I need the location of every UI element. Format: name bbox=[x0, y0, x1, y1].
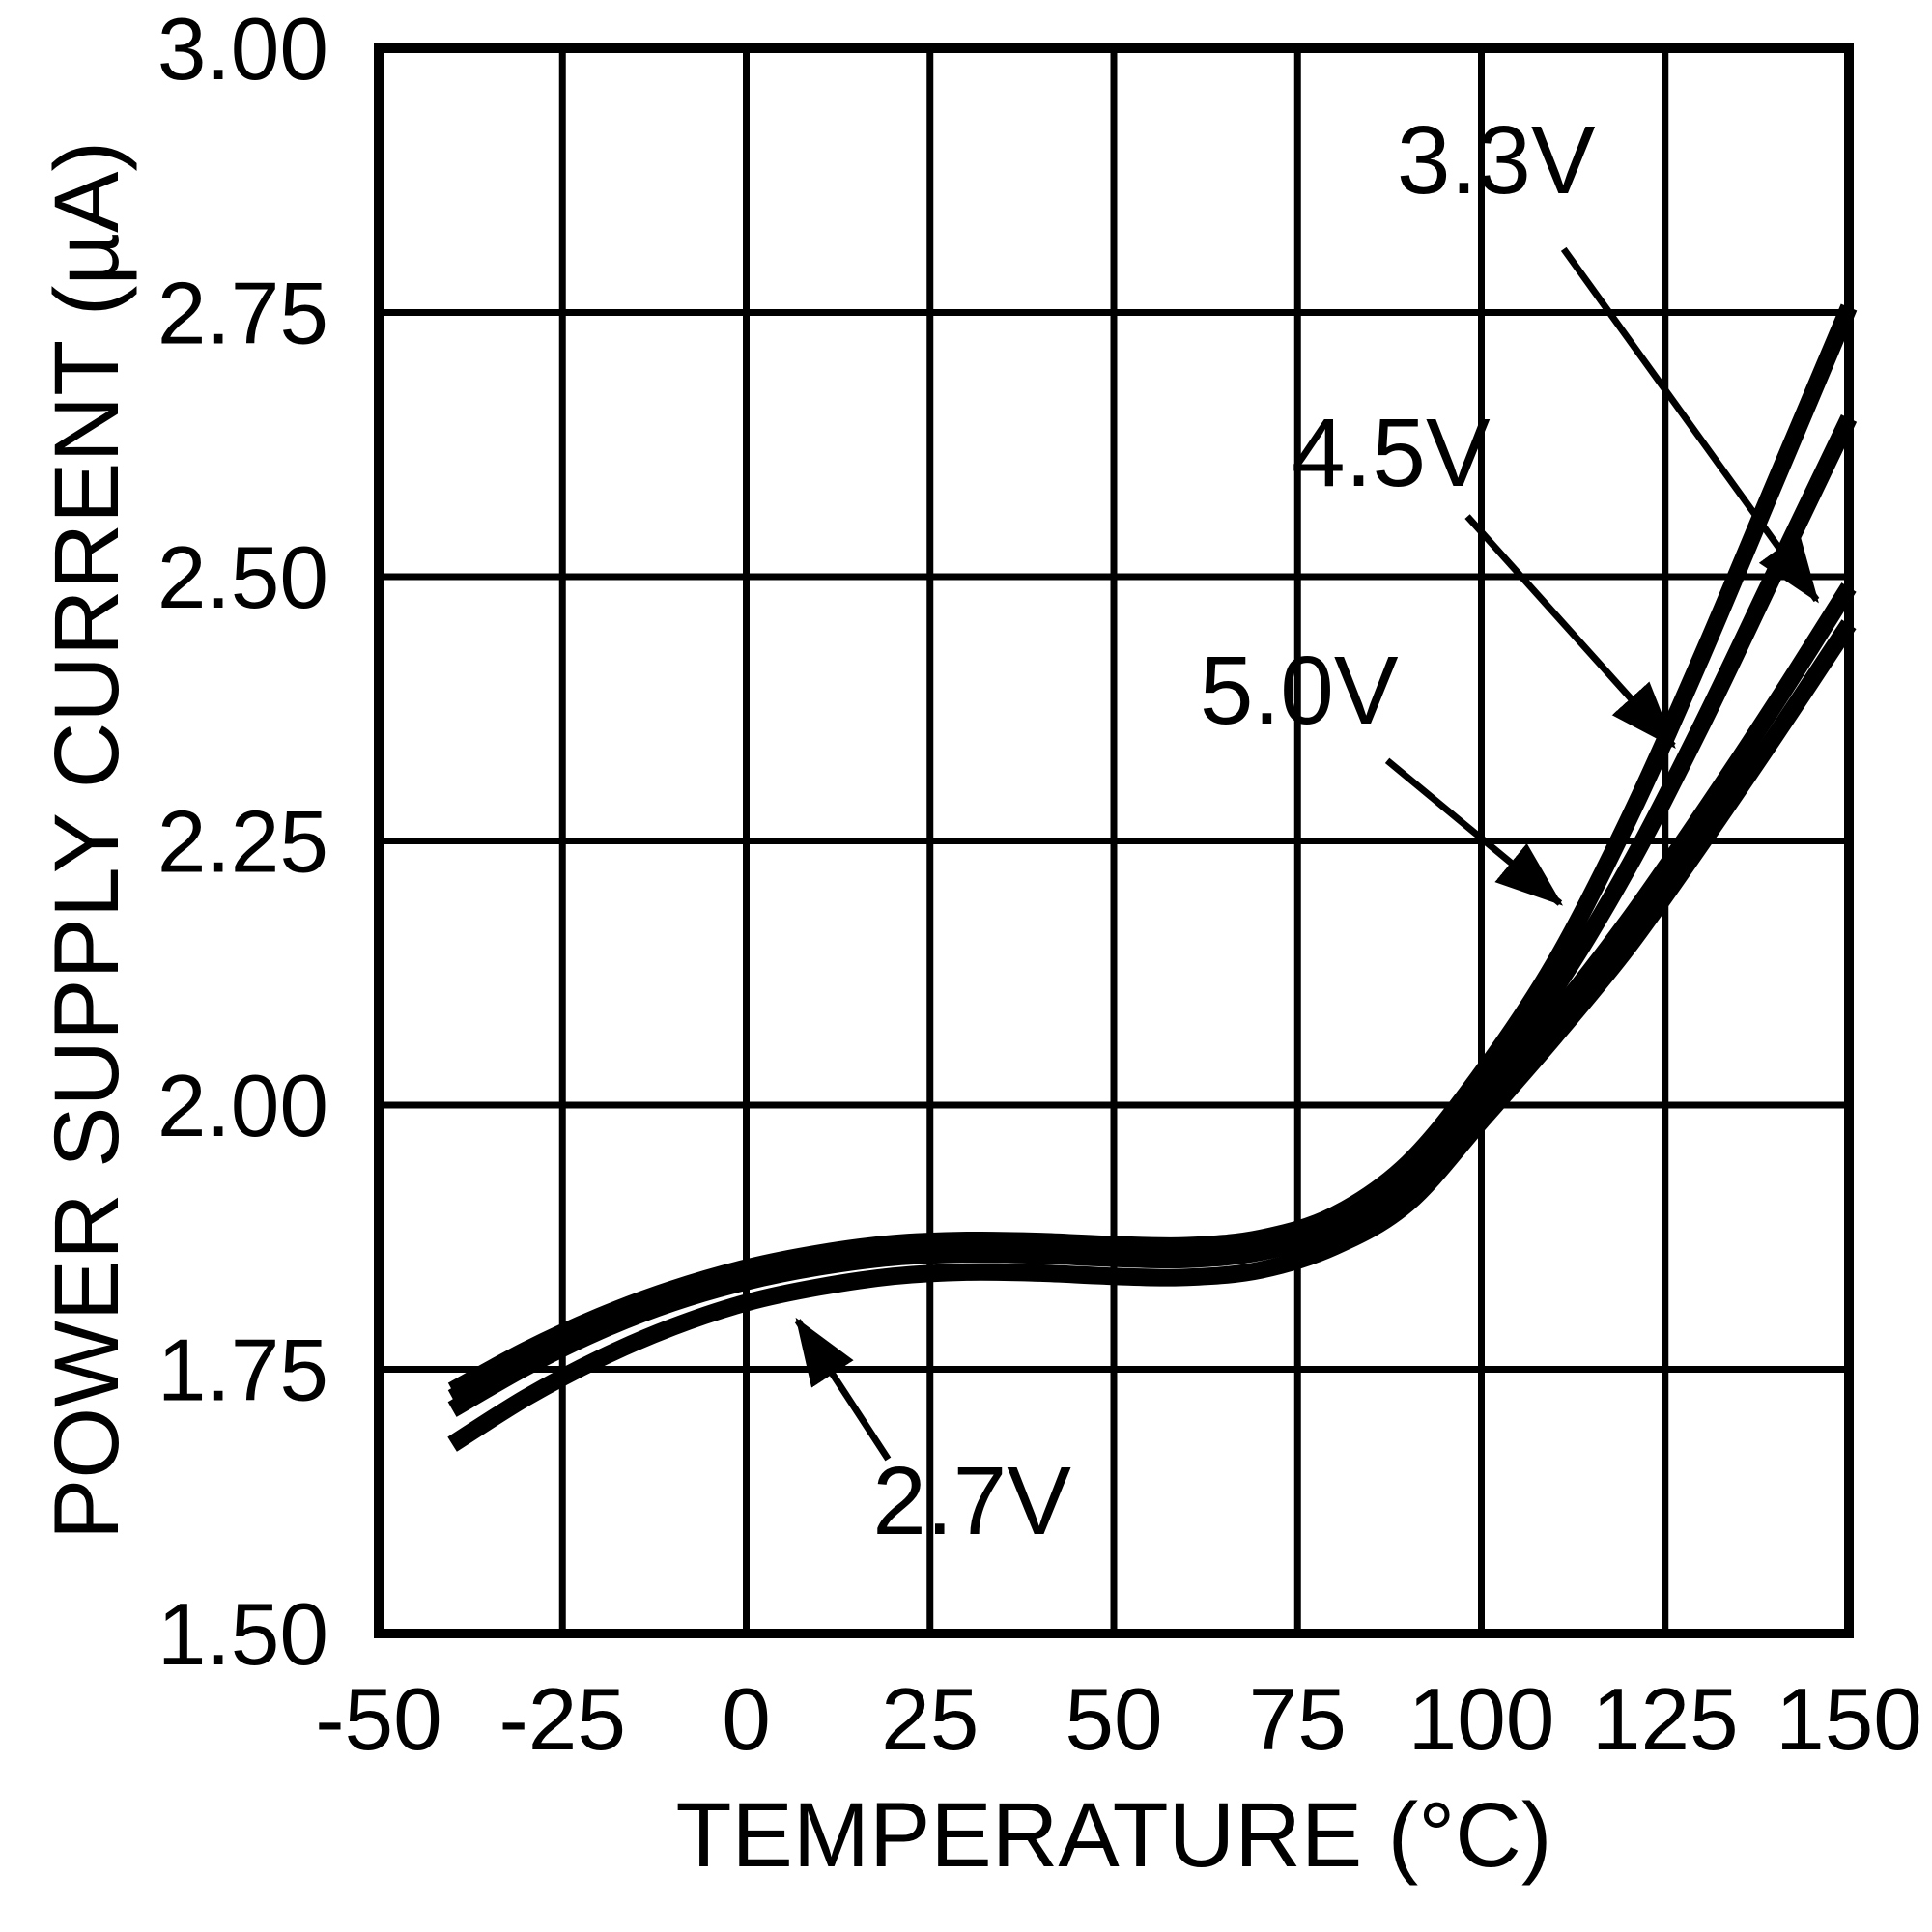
annotation-arrow-5.0V bbox=[1384, 757, 1564, 906]
series-annotations: 3.3V 4.5V 5.0V 2.7V bbox=[794, 106, 1820, 1555]
y-tick-label: 2.25 bbox=[157, 794, 328, 892]
x-tick-label: 100 bbox=[1408, 1671, 1555, 1769]
x-tick-label: 75 bbox=[1249, 1671, 1347, 1769]
data-curves bbox=[447, 303, 1858, 1452]
annotation-arrow-2.7V bbox=[794, 1317, 892, 1462]
annotation-label-3.3V: 3.3V bbox=[1397, 106, 1596, 214]
x-tick-label: -50 bbox=[315, 1671, 442, 1769]
annotation-arrow-4.5V bbox=[1464, 514, 1676, 750]
annotation-label-2.7V: 2.7V bbox=[872, 1447, 1071, 1555]
curve-3.3V bbox=[447, 582, 1857, 1417]
x-tick-label: 125 bbox=[1592, 1671, 1739, 1769]
y-axis-tick-labels: 3.00 2.75 2.50 2.25 2.00 1.75 1.50 bbox=[157, 1, 328, 1684]
x-axis-title: TEMPERATURE (°C) bbox=[675, 1784, 1551, 1887]
y-tick-label: 2.00 bbox=[157, 1058, 328, 1155]
y-tick-label: 3.00 bbox=[157, 1, 328, 99]
plot-frame bbox=[374, 43, 1854, 1638]
grid-lines bbox=[379, 48, 1849, 1634]
x-tick-label: 150 bbox=[1776, 1671, 1922, 1769]
x-tick-label: 25 bbox=[881, 1671, 979, 1769]
curve-2.7V bbox=[447, 619, 1857, 1452]
y-tick-label: 1.75 bbox=[157, 1322, 328, 1420]
y-axis-title: POWER SUPPLY CURRENT (µA) bbox=[36, 141, 138, 1540]
x-tick-label: 0 bbox=[722, 1671, 771, 1769]
x-tick-label: 50 bbox=[1065, 1671, 1162, 1769]
y-tick-label: 1.50 bbox=[157, 1586, 328, 1684]
y-tick-label: 2.50 bbox=[157, 529, 328, 627]
annotation-label-4.5V: 4.5V bbox=[1292, 399, 1491, 507]
annotation-arrow-3.3V bbox=[1560, 246, 1820, 604]
y-tick-label: 2.75 bbox=[157, 266, 328, 363]
annotation-label-5.0V: 5.0V bbox=[1200, 637, 1399, 745]
x-axis-tick-labels: -50 -25 0 25 50 75 100 125 150 bbox=[315, 1671, 1922, 1769]
x-tick-label: -25 bbox=[498, 1671, 626, 1769]
